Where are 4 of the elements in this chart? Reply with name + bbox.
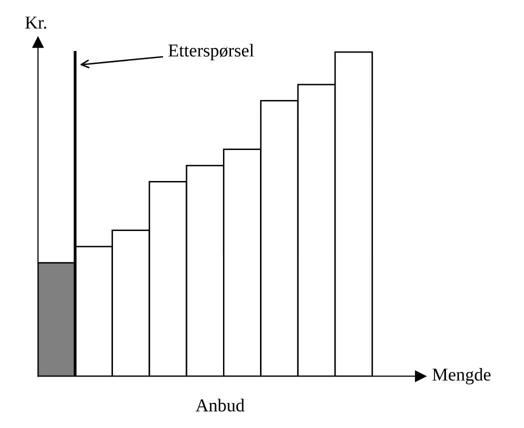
x-axis-title: Mengde [432,368,491,384]
y-axis-title: Kr. [25,16,46,29]
annotation: Etterspørsel [168,44,254,60]
text: Anbud [196,398,244,412]
